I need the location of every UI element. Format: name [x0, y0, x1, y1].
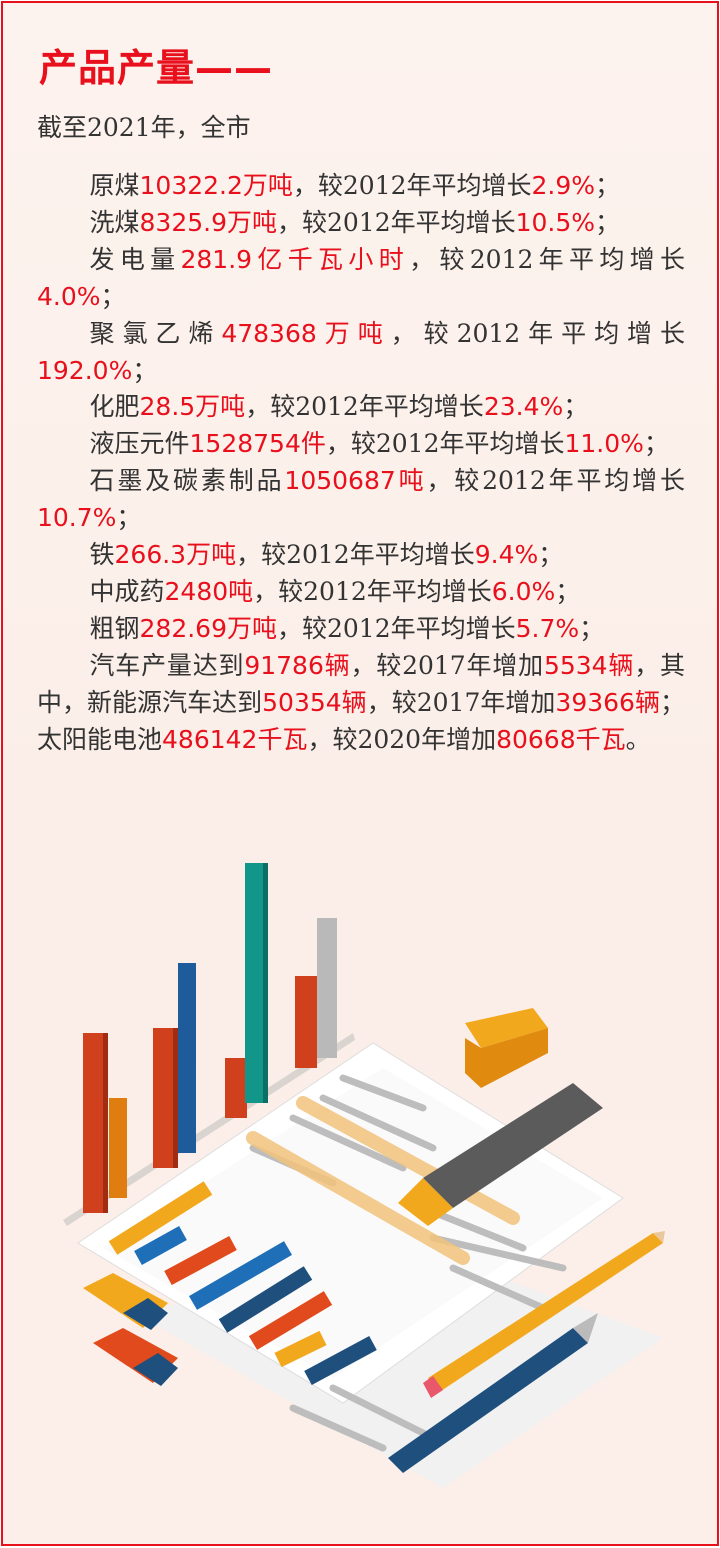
highlight-value: 478368万吨 [221, 318, 391, 348]
item-text: ； [100, 281, 126, 311]
production-item: 原煤10322.2万吨，较2012年平均增长2.9%； [37, 168, 685, 205]
item-text: 聚氯乙烯 [89, 318, 222, 348]
eraser-icon [83, 1273, 178, 1386]
highlight-value: 6.0% [491, 576, 556, 606]
highlight-value: 91786辆 [244, 650, 351, 680]
production-item: 洗煤8325.9万吨，较2012年平均增长10.5%； [37, 205, 685, 242]
highlight-value: 266.3万吨 [114, 540, 237, 570]
production-item: 粗钢282.69万吨，较2012年平均增长5.7%； [37, 611, 685, 648]
section-title: 产品产量—— [39, 46, 274, 90]
highlight-value: 486142千瓦 [162, 724, 308, 754]
highlight-value: 1050687吨 [284, 466, 427, 496]
highlight-value: 4.0% [37, 281, 101, 311]
item-text: ； [555, 576, 581, 606]
item-text: ； [116, 503, 142, 533]
item-text: 石墨及碳素制品 [89, 466, 285, 496]
charts-and-documents-illustration [63, 863, 665, 1488]
pen-icon [388, 1313, 598, 1473]
production-item: 化肥28.5万吨，较2012年平均增长23.4%； [37, 389, 685, 426]
pencil-icon [423, 1231, 665, 1398]
item-text: ； [538, 540, 564, 570]
item-text: 化肥 [89, 392, 140, 422]
highlight-value: 10.5% [515, 207, 596, 237]
item-text: ，较2012年平均增长 [236, 540, 475, 570]
highlight-value: 10.7% [37, 503, 117, 533]
item-text: ，较2012年平均增长 [245, 392, 484, 422]
highlight-value: 2.9% [531, 171, 596, 200]
highlight-value: 80668千瓦 [496, 724, 626, 754]
item-text: ，较2012年平均增长 [292, 171, 532, 200]
item-text: ，其中，新能源汽车达到 [37, 650, 685, 717]
production-item: 发电量281.9亿千瓦小时，较2012年平均增长 4.0%； [37, 242, 685, 316]
highlight-value: 282.69万吨 [139, 613, 277, 643]
item-text: 原煤 [89, 171, 140, 200]
highlight-value: 11.0% [564, 429, 644, 459]
item-text: 中成药 [89, 576, 165, 606]
item-text: 铁 [89, 540, 115, 570]
production-item: 石墨及碳素制品1050687吨，较2012年平均增长 10.7%； [37, 463, 685, 537]
item-text: ，较2012年平均增长 [325, 429, 565, 459]
item-text: 发电量 [89, 244, 181, 274]
item-text: ； [132, 355, 158, 385]
item-text: ； [579, 613, 605, 643]
highlight-value: 2480吨 [164, 576, 254, 606]
highlighter-marker-icon [398, 1008, 603, 1226]
item-text: 。 [625, 724, 651, 754]
item-text: ； [563, 392, 589, 422]
item-text: ，较2012年平均增长 [409, 244, 685, 274]
production-item: 液压元件1528754件，较2012年平均增长11.0%； [37, 426, 685, 463]
item-text: ，较2017年增加 [350, 650, 544, 680]
item-text: 液压元件 [89, 429, 190, 459]
item-text: ； [595, 171, 621, 200]
item-text: ，较2012年平均增长 [253, 576, 492, 606]
production-item: 铁266.3万吨，较2012年平均增长9.4%； [37, 537, 685, 574]
highlight-value: 28.5万吨 [139, 392, 246, 422]
item-text: ，较2017年增加 [366, 687, 556, 717]
highlight-value: 23.4% [483, 392, 564, 422]
item-text: 洗煤 [89, 207, 140, 237]
item-text: ，较2012年平均增长 [426, 466, 685, 496]
item-text: 汽车产量达到 [89, 650, 245, 680]
item-text: ，较2012年平均增长 [277, 207, 516, 237]
production-item: 汽车产量达到91786辆，较2017年增加5534辆，其中，新能源汽车达到503… [37, 648, 685, 759]
production-item: 聚氯乙烯478368万吨，较2012年平均增长 192.0%； [37, 316, 685, 390]
item-text: ； [595, 207, 621, 237]
item-text: ，较2012年平均增长 [277, 613, 516, 643]
highlight-value: 10322.2万吨 [139, 171, 293, 200]
intro-text: 截至2021年，全市 [37, 113, 251, 142]
bar-chart-icon [63, 863, 355, 1226]
highlight-value: 192.0% [37, 355, 133, 385]
highlight-value: 9.4% [474, 540, 539, 570]
production-list: 原煤10322.2万吨，较2012年平均增长2.9%； 洗煤8325.9万吨，较2… [37, 168, 685, 759]
highlight-value: 5534辆 [543, 650, 635, 680]
highlight-value: 50354辆 [262, 687, 367, 717]
item-text: ，较2020年增加 [307, 724, 497, 754]
highlight-value: 5.7% [515, 613, 580, 643]
highlight-value: 1528754件 [189, 429, 326, 459]
item-text: ，较2012年平均增长 [390, 318, 685, 348]
item-text: ；太阳能电池 [37, 687, 685, 754]
highlight-value: 39366辆 [555, 687, 660, 717]
item-text: 粗钢 [89, 613, 140, 643]
highlight-value: 281.9亿千瓦小时 [180, 244, 410, 274]
highlight-value: 8325.9万吨 [139, 207, 277, 237]
production-item: 中成药2480吨，较2012年平均增长6.0%； [37, 574, 685, 611]
item-text: ； [643, 429, 669, 459]
